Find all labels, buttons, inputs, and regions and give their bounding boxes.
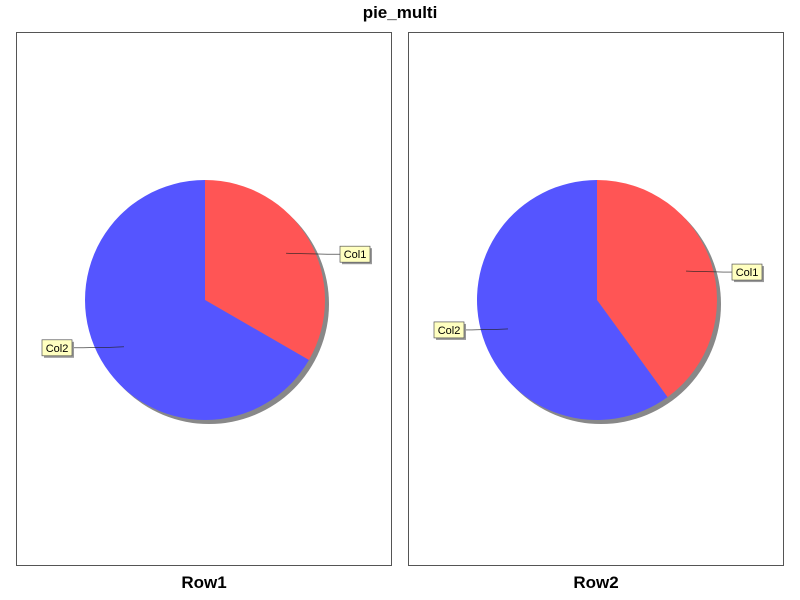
- pie-slice-col1: [205, 180, 325, 360]
- pie-chart-row1: Col1 Col2: [41, 180, 372, 424]
- slice-label-col1: Col1: [736, 267, 759, 279]
- pie-panel-row1: Col1 Col2: [16, 32, 392, 566]
- label-box-col2: [433, 321, 465, 339]
- pie-panel-row2: Col1 Col2: [408, 32, 784, 566]
- pie-chart-row2: Col1 Col2: [433, 180, 764, 424]
- label-leader-col1: [686, 270, 733, 273]
- pie-slice-col2: [85, 180, 309, 420]
- pie-slice-col2: [477, 180, 668, 420]
- label-box-col1: [731, 263, 763, 281]
- chart-title: pie_multi: [362, 3, 438, 22]
- pie-caption-row2: Row2: [573, 573, 619, 592]
- slice-label-col1: Col1: [344, 249, 367, 261]
- pie-caption-row1: Row1: [181, 573, 227, 592]
- slice-label-col2: Col2: [438, 325, 461, 337]
- label-leader-col2: [71, 346, 124, 349]
- label-leader-col1: [286, 252, 341, 255]
- pie-slice-col1: [597, 180, 718, 398]
- slice-label-col2: Col2: [46, 343, 69, 355]
- label-box-col2: [41, 339, 73, 357]
- label-box-col1: [339, 245, 371, 263]
- label-leader-col2: [463, 328, 508, 331]
